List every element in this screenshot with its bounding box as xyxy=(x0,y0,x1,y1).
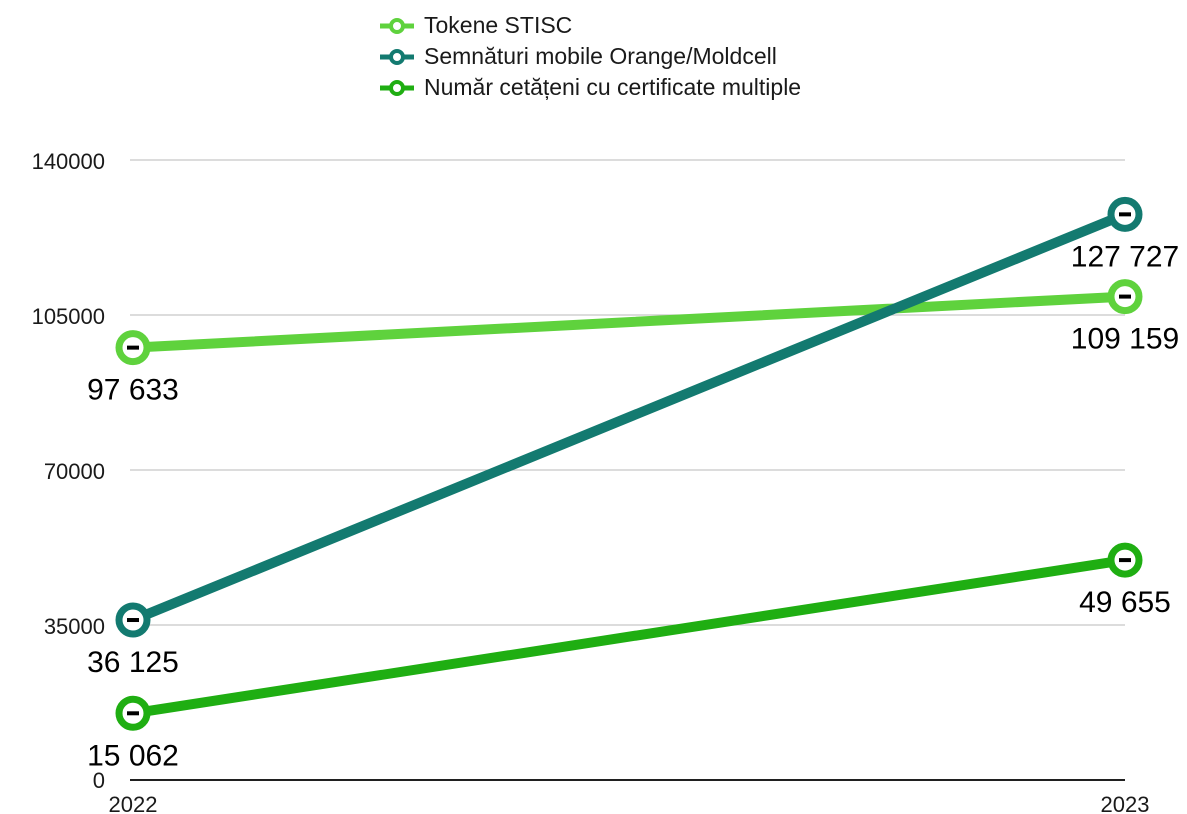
legend-item-semnaturi: Semnături mobile Orange/Moldcell xyxy=(380,41,801,72)
series-line xyxy=(128,209,1130,626)
legend-marker-icon xyxy=(380,17,414,34)
legend-label: Tokene STISC xyxy=(424,12,573,38)
legend-marker-icon xyxy=(380,79,414,96)
chart-legend: Tokene STISC Semnături mobile Orange/Mol… xyxy=(380,10,801,103)
data-point-dash xyxy=(127,345,139,350)
data-point-dash xyxy=(127,618,139,623)
data-label: 36 125 xyxy=(87,646,179,679)
data-label: 15 062 xyxy=(87,739,179,772)
legend-label: Număr cetățeni cu certificate multiple xyxy=(424,74,802,100)
data-label: 127 727 xyxy=(1071,240,1179,273)
x-tick-label: 2023 xyxy=(1101,792,1150,814)
data-point-dash xyxy=(127,711,139,716)
data-label: 97 633 xyxy=(87,374,179,407)
data-point-dash xyxy=(1119,294,1131,299)
legend-marker-icon xyxy=(380,48,414,65)
series-line xyxy=(128,291,1130,353)
y-tick-label: 140000 xyxy=(32,149,105,174)
data-label: 49 655 xyxy=(1079,586,1171,619)
data-point-dash xyxy=(1119,558,1131,563)
legend-item-tokene: Tokene STISC xyxy=(380,10,801,41)
x-tick-label: 2022 xyxy=(109,792,158,814)
data-point-dash xyxy=(1119,212,1131,217)
series-line xyxy=(128,555,1130,719)
y-tick-label: 35000 xyxy=(44,614,105,639)
y-tick-label: 105000 xyxy=(32,304,105,329)
legend-item-certificate: Număr cetățeni cu certificate multiple xyxy=(380,72,801,103)
legend-label: Semnături mobile Orange/Moldcell xyxy=(424,43,777,69)
y-tick-label: 70000 xyxy=(44,459,105,484)
data-label: 109 159 xyxy=(1071,323,1179,356)
y-tick-label: 0 xyxy=(93,768,105,793)
